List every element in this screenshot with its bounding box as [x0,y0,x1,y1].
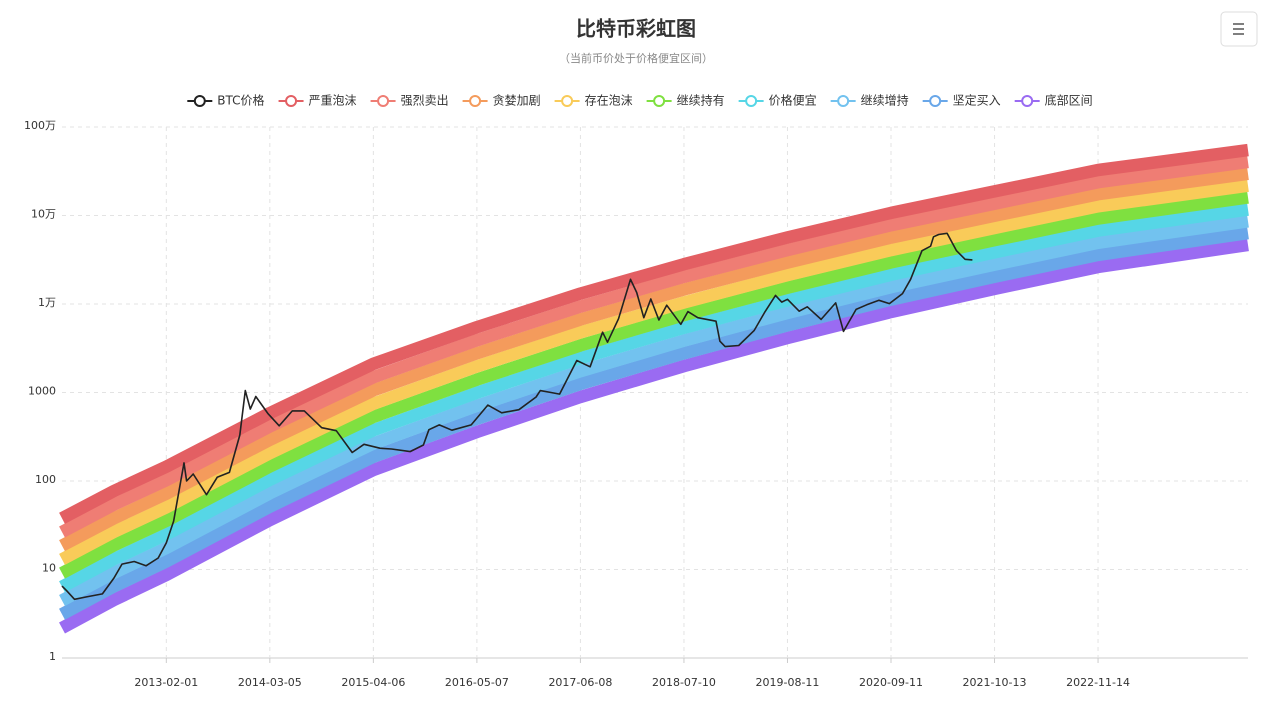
legend: BTC价格 严重泡沫 强烈卖出 贪婪加剧 存在泡沫 继续持有 价格便宜 继续增持 坚定买入 底部区… [187,93,1093,108]
x-tick-label: 2014-03-05 [238,676,302,689]
legend-label: 贪婪加剧 [493,93,541,108]
legend-symbol [653,95,666,107]
rainbow-band [59,226,1249,620]
legend-item[interactable]: 继续持有 [646,93,725,108]
legend-label: 继续增持 [861,93,909,108]
legend-label: 价格便宜 [769,93,817,108]
legend-label: 存在泡沫 [585,94,633,108]
y-tick-label: 1 [49,650,56,663]
x-tick-label: 2018-07-10 [652,676,716,689]
legend-item[interactable]: 严重泡沫 [278,94,357,108]
legend-label: BTC价格 [217,93,264,108]
y-tick-label: 1000 [28,385,56,398]
x-tick-label: 2020-09-11 [859,676,923,689]
x-tick-label: 2015-04-06 [341,676,405,689]
legend-item[interactable]: 贪婪加剧 [462,93,541,108]
legend-label: 底部区间 [1045,93,1093,108]
y-tick-label: 100 [35,473,56,486]
legend-label: 强烈卖出 [401,94,449,108]
y-tick-label: 100万 [24,119,56,132]
legend-symbol [745,95,758,107]
legend-symbol [1021,95,1034,107]
legend-symbol [837,95,850,107]
legend-item[interactable]: 坚定买入 [922,93,1001,108]
rainbow-band [59,143,1249,524]
legend-symbol [285,95,298,107]
legend-item[interactable]: 强烈卖出 [370,94,449,108]
x-tick-label: 2019-08-11 [756,676,820,689]
rainbow-band [59,167,1249,552]
rainbow-band [59,191,1249,579]
legend-symbol [377,95,390,107]
legend-item[interactable]: BTC价格 [187,93,265,108]
legend-label: 坚定买入 [953,93,1001,108]
x-tick-label: 2017-06-08 [548,676,612,689]
chart-subtitle: （当前币价处于价格便宜区间） [559,51,713,65]
price-line [61,232,973,601]
x-tick-label: 2022-11-14 [1066,676,1130,689]
legend-item[interactable]: 存在泡沫 [554,94,633,108]
legend-item[interactable]: 价格便宜 [738,93,817,108]
legend-symbol [193,95,206,107]
x-tick-label: 2016-05-07 [445,676,509,689]
menu-button[interactable] [1220,11,1258,47]
legend-label: 严重泡沫 [309,94,357,108]
legend-symbol [929,95,942,107]
y-tick-label: 1万 [38,296,56,309]
legend-item[interactable]: 底部区间 [1014,93,1093,108]
menu-icon[interactable] [1233,23,1244,35]
y-tick-label: 10万 [31,208,56,221]
x-tick-label: 2021-10-13 [963,676,1027,689]
rainbow-band [59,179,1249,565]
rainbow-band [59,238,1249,634]
legend-item[interactable]: 继续增持 [830,93,909,108]
chart-title: 比特币彩虹图 [576,17,696,41]
legend-symbol [469,95,482,107]
legend-label: 继续持有 [677,93,725,108]
legend-symbol [561,95,574,107]
rainbow-band [59,155,1249,538]
y-tick-label: 10 [42,562,56,575]
rainbow-band [59,203,1249,593]
x-tick-label: 2013-02-01 [134,676,198,689]
rainbow-band [59,215,1249,607]
